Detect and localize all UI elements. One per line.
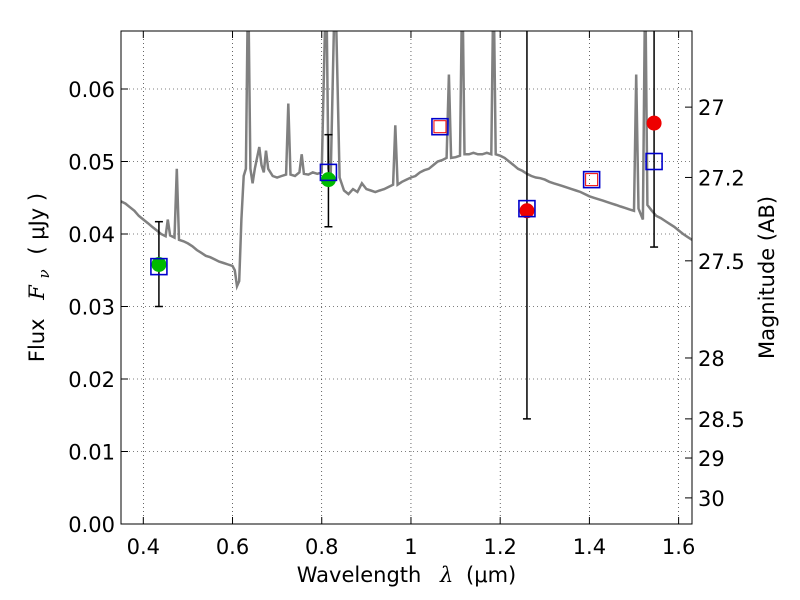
y-axis-label-unit: ( μJy ) [25, 193, 49, 255]
right-tick-label: 27.2 [698, 166, 745, 190]
x-axis-label-unit: (μm) [466, 563, 516, 587]
model-point-inner-square [433, 120, 447, 134]
y-axis-label: Flux F ν ( μJy ) [25, 193, 54, 362]
model-point-square [150, 257, 168, 276]
observed-points-layer [151, 115, 662, 272]
errorbar-layer [154, 31, 659, 420]
x-tick-label: 1.2 [483, 535, 516, 559]
grid [121, 31, 692, 524]
x-tick-label: 1.6 [662, 535, 695, 559]
model-points-layer [150, 117, 663, 276]
sed-spectrum-line [121, 31, 692, 291]
model-point-square [319, 163, 338, 182]
y-tick-label: 0.04 [68, 223, 115, 247]
model-point-inner-square [585, 173, 599, 187]
y-tick-label: 0.05 [68, 151, 115, 175]
observed-point-upper [519, 203, 535, 219]
y-tick-label: 0.01 [68, 441, 115, 465]
y-tick-label: 0.03 [68, 296, 115, 320]
y-tick-label: 0.06 [68, 78, 115, 102]
right-tick-label: 30 [698, 487, 725, 511]
x-tick-label: 0.6 [216, 535, 249, 559]
y-axis-label-text: Flux [25, 318, 49, 362]
model-point-square [518, 199, 536, 218]
right-tick-label: 27.5 [698, 250, 745, 274]
model-point-square [582, 170, 601, 189]
right-tick-label: 27 [698, 96, 725, 120]
right-tick-label: 29 [698, 447, 725, 471]
observed-point-detection [151, 256, 167, 272]
x-axis-label: Wavelength λ (μm) [297, 563, 516, 587]
x-tick-label: 0.8 [305, 535, 338, 559]
ticks: 0.4 0.6 0.8 1 1.2 1.4 1.6 0.00 0.01 0.02 0.03 0.04 0… [68, 31, 745, 559]
model-point-square [645, 152, 663, 171]
y-axis-label-symbol: F [25, 284, 49, 301]
x-axis-label-symbol: λ [439, 563, 453, 587]
observed-point-upper [646, 115, 662, 131]
y-tick-label: 0.00 [68, 513, 115, 537]
x-tick-label: 0.4 [127, 535, 160, 559]
right-tick-label: 28.5 [698, 408, 745, 432]
x-tick-label: 1.4 [573, 535, 606, 559]
sed-layer [121, 31, 692, 291]
right-axis-label: Magnitude (AB) [755, 196, 779, 359]
x-axis-label-text: Wavelength [297, 563, 422, 587]
model-point-square [431, 117, 449, 136]
right-tick-label: 28 [698, 347, 725, 371]
y-tick-label: 0.02 [68, 368, 115, 392]
y-axis-label-subscript: ν [35, 269, 53, 278]
plot-frame [120, 30, 693, 525]
x-tick-label: 1 [404, 535, 417, 559]
